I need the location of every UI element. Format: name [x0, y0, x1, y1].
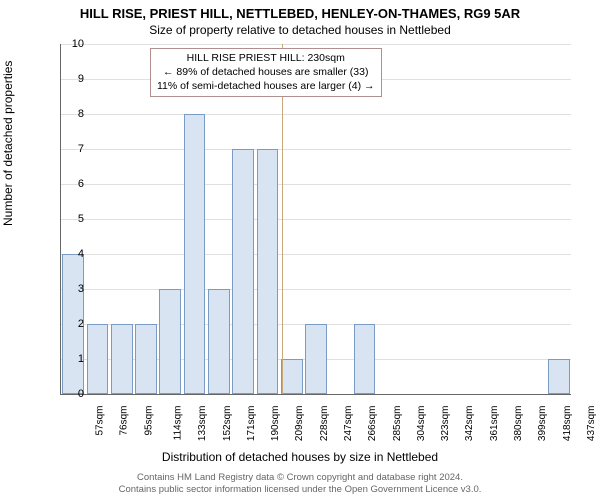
ytick-label: 0: [60, 388, 84, 400]
histogram-bar: [184, 114, 206, 394]
xtick-label: 76sqm: [119, 406, 130, 436]
xtick-label: 57sqm: [95, 406, 106, 436]
ytick-label: 5: [60, 213, 84, 225]
ytick-label: 1: [60, 353, 84, 365]
chart-subtitle: Size of property relative to detached ho…: [0, 21, 600, 37]
histogram-bar: [111, 324, 133, 394]
gridline: [61, 44, 571, 45]
ytick-label: 6: [60, 178, 84, 190]
xtick-label: 190sqm: [270, 406, 281, 442]
footer-line1: Contains HM Land Registry data © Crown c…: [137, 472, 463, 483]
histogram-bar: [281, 359, 303, 394]
ytick-label: 2: [60, 318, 84, 330]
xtick-label: 418sqm: [562, 406, 573, 442]
xtick-label: 228sqm: [319, 406, 330, 442]
ytick-label: 3: [60, 283, 84, 295]
gridline: [61, 149, 571, 150]
xtick-label: 380sqm: [513, 406, 524, 442]
y-axis-label: Number of detached properties: [1, 61, 15, 226]
xtick-label: 399sqm: [537, 406, 548, 442]
xtick-label: 323sqm: [440, 406, 451, 442]
xtick-label: 114sqm: [172, 406, 183, 441]
histogram-bar: [208, 289, 230, 394]
histogram-bar: [232, 149, 254, 394]
histogram-bar: [305, 324, 327, 394]
chart-container: HILL RISE, PRIEST HILL, NETTLEBED, HENLE…: [0, 0, 600, 500]
x-axis-label: Distribution of detached houses by size …: [0, 450, 600, 464]
annotation-box: HILL RISE PRIEST HILL: 230sqm← 89% of de…: [150, 48, 382, 97]
xtick-label: 266sqm: [367, 406, 378, 442]
histogram-bar: [548, 359, 570, 394]
footer-line2: Contains public sector information licen…: [119, 484, 482, 495]
xtick-label: 95sqm: [143, 406, 154, 436]
annotation-line1: HILL RISE PRIEST HILL: 230sqm: [157, 51, 375, 65]
xtick-label: 133sqm: [197, 406, 208, 442]
histogram-bar: [87, 324, 109, 394]
xtick-label: 304sqm: [416, 406, 427, 442]
gridline: [61, 114, 571, 115]
xtick-label: 209sqm: [295, 406, 306, 442]
xtick-label: 247sqm: [343, 406, 354, 442]
xtick-label: 361sqm: [489, 406, 500, 442]
gridline: [61, 254, 571, 255]
ytick-label: 9: [60, 73, 84, 85]
ytick-label: 7: [60, 143, 84, 155]
xtick-label: 171sqm: [246, 406, 257, 442]
ytick-label: 4: [60, 248, 84, 260]
histogram-bar: [354, 324, 376, 394]
xtick-label: 342sqm: [465, 406, 476, 442]
annotation-line2: ← 89% of detached houses are smaller (33…: [157, 65, 375, 79]
xtick-label: 437sqm: [586, 406, 597, 442]
footer-attribution: Contains HM Land Registry data © Crown c…: [0, 472, 600, 496]
chart-title: HILL RISE, PRIEST HILL, NETTLEBED, HENLE…: [0, 0, 600, 21]
annotation-line3: 11% of semi-detached houses are larger (…: [157, 79, 375, 93]
xtick-label: 285sqm: [392, 406, 403, 442]
plot-area: [60, 44, 571, 395]
histogram-bar: [159, 289, 181, 394]
gridline: [61, 219, 571, 220]
gridline: [61, 289, 571, 290]
gridline: [61, 184, 571, 185]
histogram-bar: [135, 324, 157, 394]
xtick-label: 152sqm: [222, 406, 233, 442]
ytick-label: 10: [60, 38, 84, 50]
ytick-label: 8: [60, 108, 84, 120]
histogram-bar: [257, 149, 279, 394]
